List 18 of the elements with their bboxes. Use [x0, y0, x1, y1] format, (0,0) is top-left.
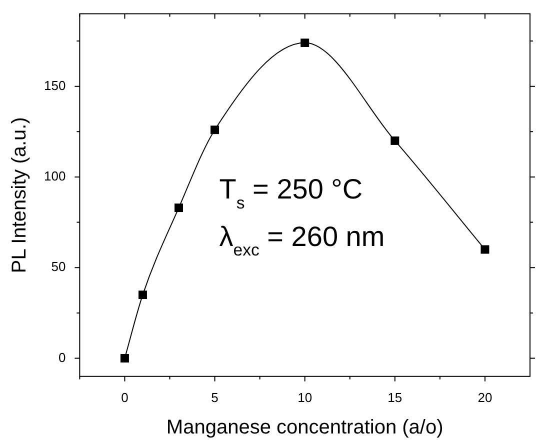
- x-tick-label: 10: [298, 390, 312, 405]
- point: [210, 126, 220, 134]
- y-tick-label: 150: [44, 78, 66, 93]
- y-tick-label: 100: [44, 168, 66, 184]
- x-tick-label: 0: [121, 390, 128, 405]
- point: [174, 204, 183, 212]
- point: [120, 354, 129, 363]
- x-tick-label: 15: [388, 390, 402, 405]
- y-axis-title: PL Intensity (a.u.): [8, 117, 31, 274]
- point: [390, 136, 400, 145]
- x-tick-label: 5: [211, 390, 218, 405]
- y-tick-label: 0: [58, 350, 66, 365]
- point: [300, 38, 310, 48]
- point: [138, 290, 147, 300]
- x-tick-label: 20: [478, 390, 492, 405]
- y-tick-label: 50: [51, 259, 66, 274]
- x-axis-title: Manganese concentration (a/o): [166, 416, 444, 439]
- point: [480, 245, 490, 254]
